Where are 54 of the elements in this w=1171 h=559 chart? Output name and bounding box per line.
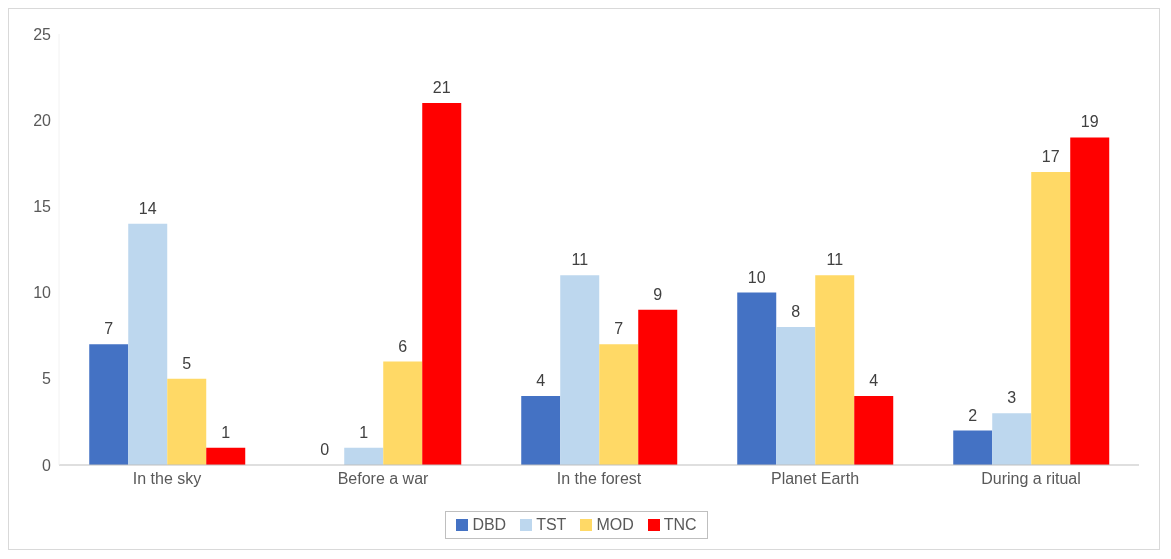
data-label: 17 <box>1041 147 1060 165</box>
y-tick-label: 5 <box>42 370 52 388</box>
data-label: 19 <box>1080 113 1099 131</box>
data-label: 0 <box>320 440 330 458</box>
bar <box>167 378 207 465</box>
x-tick-label: Before a war <box>337 470 430 488</box>
data-label: 8 <box>791 303 801 321</box>
bar <box>560 275 600 465</box>
data-label: 3 <box>1007 389 1017 407</box>
y-tick-label: 20 <box>33 111 52 129</box>
x-tick-label: During a ritual <box>981 470 1081 488</box>
x-tick-label: Planet Earth <box>770 470 860 488</box>
data-label: 4 <box>536 372 546 390</box>
bar <box>383 361 423 465</box>
data-label: 7 <box>614 320 624 338</box>
legend-label: DBD <box>471 516 507 534</box>
data-label: 21 <box>432 78 451 96</box>
y-tick-label: 15 <box>33 198 52 216</box>
bar <box>128 223 168 465</box>
bar <box>953 430 993 465</box>
data-label: 9 <box>653 285 663 303</box>
bar <box>89 344 129 465</box>
data-label: 11 <box>826 251 844 269</box>
data-label: 1 <box>221 423 231 441</box>
bar <box>1070 137 1110 465</box>
data-label: 11 <box>571 251 589 269</box>
legend-label: TST <box>535 516 567 534</box>
bar <box>815 275 855 465</box>
bar <box>737 292 777 465</box>
legend-label: TNC <box>662 516 697 534</box>
data-label: 10 <box>747 268 766 286</box>
data-label: 14 <box>138 199 157 217</box>
legend-label: MOD <box>595 516 634 534</box>
bar <box>638 309 678 465</box>
bar <box>521 396 561 465</box>
bar <box>422 102 462 465</box>
y-tick-label: 0 <box>42 456 52 474</box>
bar <box>992 413 1032 465</box>
x-tick-label: In the sky <box>132 470 202 488</box>
data-label: 5 <box>182 354 192 372</box>
data-label: 4 <box>869 372 879 390</box>
data-label: 2 <box>968 406 978 424</box>
bar <box>599 344 639 465</box>
bar <box>1031 171 1071 465</box>
bar <box>854 396 894 465</box>
bar <box>344 447 384 465</box>
bar <box>206 447 246 465</box>
data-label: 7 <box>104 320 114 338</box>
y-tick-label: 10 <box>33 284 52 302</box>
y-tick-label: 25 <box>33 25 52 43</box>
bar <box>776 327 816 465</box>
x-tick-label: In the forest <box>556 470 642 488</box>
data-label: 6 <box>398 337 408 355</box>
data-label: 1 <box>359 423 369 441</box>
